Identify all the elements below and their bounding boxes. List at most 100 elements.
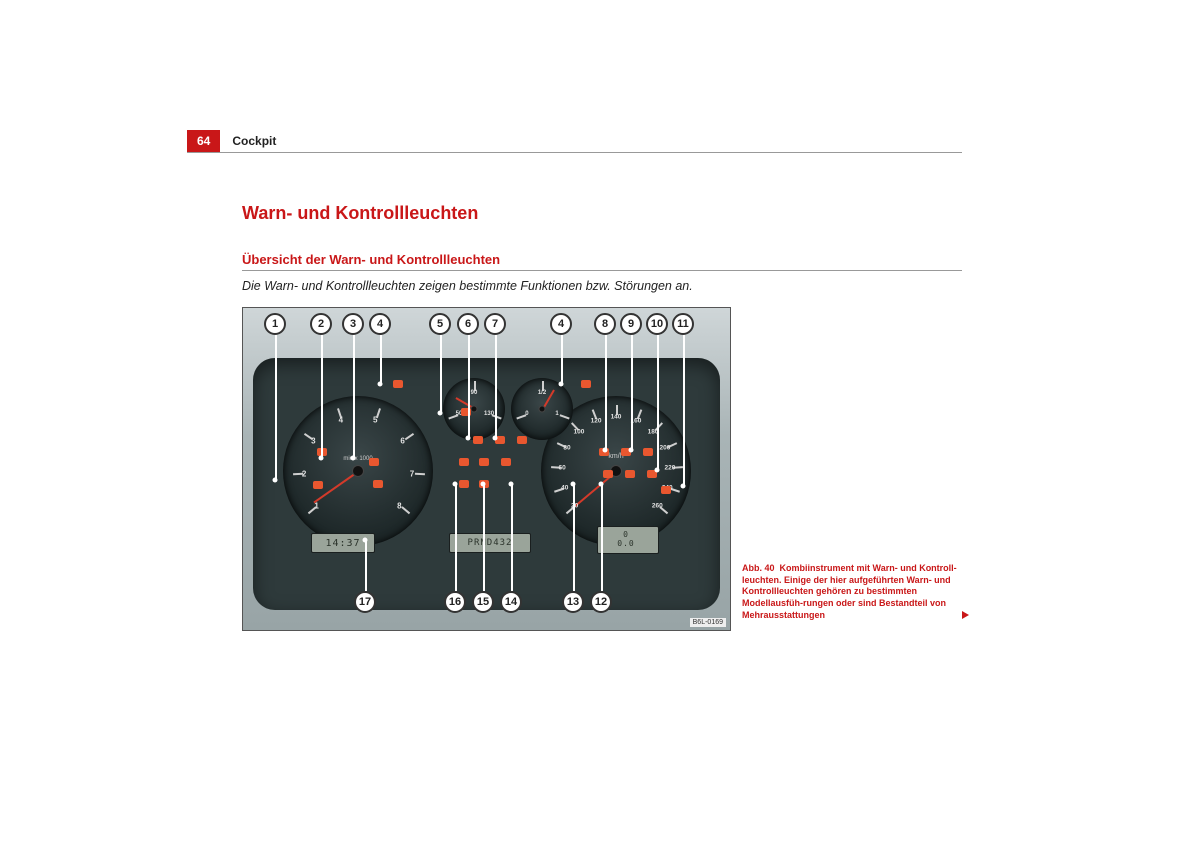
tick-icon: [401, 506, 410, 514]
callout-marker: 17: [354, 591, 376, 613]
leader-dot-icon: [351, 456, 356, 461]
leader-line: [380, 335, 382, 384]
warning-lamp-icon: [459, 458, 469, 466]
scale-number: 200: [660, 445, 671, 452]
continuation-arrow-icon: [962, 611, 969, 619]
leader-line: [275, 335, 277, 480]
callout-marker: 3: [342, 313, 364, 335]
warning-lamp-icon: [369, 458, 379, 466]
gauge-hub-icon: [539, 406, 546, 413]
callout-marker: 16: [444, 591, 466, 613]
tick-icon: [560, 414, 570, 419]
callout-marker: 11: [672, 313, 694, 335]
leader-line: [365, 540, 367, 591]
warning-lamp-icon: [473, 436, 483, 444]
scale-number: 60: [558, 464, 565, 471]
callout-marker: 13: [562, 591, 584, 613]
warning-lamp-icon: [643, 448, 653, 456]
scale-number: 2: [302, 469, 306, 478]
warning-lamp-icon: [459, 480, 469, 488]
scale-number: 7: [410, 469, 414, 478]
callout-marker: 2: [310, 313, 332, 335]
scale-number: 260: [652, 502, 663, 509]
leader-dot-icon: [273, 478, 278, 483]
intro-text: Die Warn- und Kontrollleuchten zeigen be…: [242, 279, 962, 293]
scale-number: 90: [471, 390, 478, 396]
tick-icon: [415, 473, 425, 475]
scale-number: 220: [664, 464, 675, 471]
callout-marker: 1: [264, 313, 286, 335]
warning-lamp-icon: [479, 458, 489, 466]
leader-line: [601, 484, 603, 591]
leader-dot-icon: [655, 468, 660, 473]
warning-lamp-icon: [393, 380, 403, 388]
callout-marker: 6: [457, 313, 479, 335]
warning-lamp-icon: [581, 380, 591, 388]
callout-marker: 4: [369, 313, 391, 335]
callout-marker: 7: [484, 313, 506, 335]
tachometer-gauge: min x 1000 12345678: [283, 396, 433, 546]
scale-number: 8: [397, 501, 401, 510]
scale-number: 1/2: [538, 390, 546, 396]
scale-number: 3: [311, 436, 315, 445]
gauge-hub-icon: [471, 406, 478, 413]
figure-caption-text: Kombiinstrument mit Warn- und Kontroll-l…: [742, 563, 957, 620]
odometer-lcd: 0 0.0: [597, 526, 659, 554]
sub-heading: Übersicht der Warn- und Kontrollleuchten: [242, 252, 962, 271]
leader-line: [561, 335, 563, 384]
warning-lamp-icon: [625, 470, 635, 478]
leader-dot-icon: [378, 382, 383, 387]
scale-number: 140: [611, 414, 622, 421]
leader-dot-icon: [493, 436, 498, 441]
leader-dot-icon: [559, 382, 564, 387]
leader-dot-icon: [509, 482, 514, 487]
warning-lamp-icon: [373, 480, 383, 488]
leader-dot-icon: [466, 436, 471, 441]
leader-dot-icon: [599, 482, 604, 487]
leader-dot-icon: [363, 538, 368, 543]
gear-lcd: PRND432: [449, 533, 531, 553]
page-number: 64: [187, 130, 220, 152]
leader-line: [483, 484, 485, 591]
callout-marker: 9: [620, 313, 642, 335]
leader-line: [683, 335, 685, 486]
warning-lamp-icon: [313, 481, 323, 489]
scale-number: 4: [339, 415, 343, 424]
leader-dot-icon: [603, 448, 608, 453]
callout-marker: 14: [500, 591, 522, 613]
figure-label: Abb. 40: [742, 563, 775, 573]
odo-bottom: 0.0: [617, 540, 634, 549]
section-title: Cockpit: [220, 130, 288, 152]
scale-number: 0: [525, 411, 528, 417]
warning-lamp-icon: [517, 436, 527, 444]
figure-wrapper: min x 1000 12345678 km/h 204060801001201…: [242, 307, 962, 631]
leader-line: [511, 484, 513, 591]
callout-marker: 5: [429, 313, 451, 335]
scale-number: 80: [563, 445, 570, 452]
scale-number: 40: [561, 484, 568, 491]
leader-line: [631, 335, 633, 450]
gauge-hub-icon: [352, 465, 364, 477]
warning-lamp-icon: [501, 458, 511, 466]
leader-dot-icon: [438, 411, 443, 416]
leader-line: [321, 335, 323, 458]
callout-marker: 4: [550, 313, 572, 335]
leader-dot-icon: [319, 456, 324, 461]
leader-line: [468, 335, 470, 438]
warning-lamp-icon: [461, 408, 471, 416]
leader-line: [605, 335, 607, 450]
leader-dot-icon: [571, 482, 576, 487]
leader-dot-icon: [629, 448, 634, 453]
leader-line: [495, 335, 497, 438]
scale-number: 1: [314, 501, 318, 510]
main-heading: Warn- und Kontrollleuchten: [242, 203, 962, 224]
scale-number: 120: [591, 417, 602, 424]
fuel-gauge: 0 1/2 1: [511, 378, 573, 440]
callout-marker: 15: [472, 591, 494, 613]
image-code: B6L-0169: [690, 618, 726, 627]
callout-marker: 12: [590, 591, 612, 613]
tick-icon: [405, 433, 414, 440]
scale-number: 6: [400, 436, 404, 445]
scale-number: 1: [555, 411, 558, 417]
callout-marker: 10: [646, 313, 668, 335]
